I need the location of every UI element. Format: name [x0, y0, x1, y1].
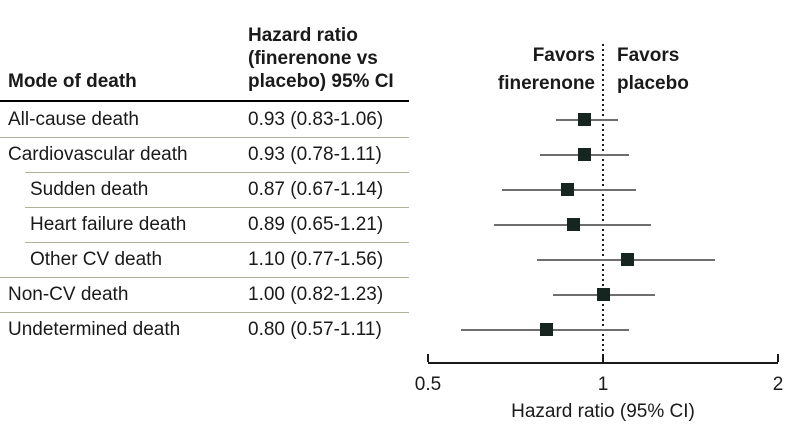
- hr-marker: [578, 113, 592, 126]
- hr-marker: [578, 148, 592, 161]
- table-col2-header: Hazard ratio (finerenone vs placebo) 95%…: [248, 24, 394, 93]
- row-separator: [25, 172, 409, 173]
- x-axis-line: [428, 362, 778, 364]
- row-hr-value: 0.93 (0.83-1.06): [248, 108, 384, 130]
- table-row: Heart failure death 0.89 (0.65-1.21): [0, 207, 409, 242]
- table-col1-header: Mode of death: [8, 71, 137, 92]
- row-separator: [25, 242, 409, 243]
- col2-header-line-1: Hazard ratio: [248, 25, 358, 46]
- row-label: Undetermined death: [8, 318, 181, 340]
- favors-placebo-line-1: Favors: [617, 45, 680, 66]
- x-axis-title: Hazard ratio (95% CI): [511, 401, 695, 422]
- row-label: Sudden death: [30, 178, 149, 200]
- col2-header-line-2: (finerenone vs: [248, 48, 378, 69]
- hr-marker: [540, 323, 554, 336]
- table-row: Cardiovascular death 0.93 (0.78-1.11): [0, 137, 409, 172]
- row-label: Non-CV death: [8, 283, 129, 305]
- row-hr-value: 0.87 (0.67-1.14): [248, 178, 384, 200]
- favors-finerenone-line-1: Favors: [532, 45, 595, 66]
- favors-finerenone-line-2: finerenone: [497, 73, 595, 94]
- row-hr-value: 1.00 (0.82-1.23): [248, 283, 384, 305]
- hr-marker: [567, 218, 581, 231]
- row-hr-value: 1.10 (0.77-1.56): [248, 248, 384, 270]
- favors-placebo-line-2: placebo: [617, 73, 689, 94]
- favors-finerenone-label: Favors finerenone: [395, 42, 595, 98]
- axis-tick-label: 1: [597, 374, 609, 395]
- table-header-rule: [0, 100, 409, 102]
- row-label: Cardiovascular death: [8, 143, 188, 165]
- row-label: Other CV death: [30, 248, 163, 270]
- table-row: Other CV death 1.10 (0.77-1.56): [0, 242, 409, 277]
- row-separator: [0, 277, 409, 278]
- hr-marker: [596, 288, 610, 301]
- row-label: All-cause death: [8, 108, 139, 130]
- hr-marker: [561, 183, 575, 196]
- axis-tick: [602, 354, 604, 362]
- table-row: Non-CV death 1.00 (0.82-1.23): [0, 277, 409, 312]
- row-separator: [25, 207, 409, 208]
- hr-marker: [620, 253, 634, 266]
- favors-placebo-label: Favors placebo: [617, 42, 794, 98]
- table-row: All-cause death 0.93 (0.83-1.06): [0, 102, 409, 137]
- row-separator: [0, 312, 409, 313]
- axis-tick-label: 0.5: [414, 374, 442, 395]
- row-hr-value: 0.89 (0.65-1.21): [248, 213, 384, 235]
- axis-tick: [427, 354, 429, 362]
- table-row: Sudden death 0.87 (0.67-1.14): [0, 172, 409, 207]
- col2-header-line-3: placebo) 95% CI: [248, 71, 394, 92]
- row-label: Heart failure death: [30, 213, 187, 235]
- axis-tick-label: 2: [772, 374, 784, 395]
- row-separator: [0, 137, 409, 138]
- row-hr-value: 0.93 (0.78-1.11): [248, 143, 382, 165]
- axis-tick: [777, 354, 779, 362]
- table-row: Undetermined death 0.80 (0.57-1.11): [0, 312, 409, 347]
- reference-line: [602, 44, 604, 363]
- row-hr-value: 0.80 (0.57-1.11): [248, 318, 382, 340]
